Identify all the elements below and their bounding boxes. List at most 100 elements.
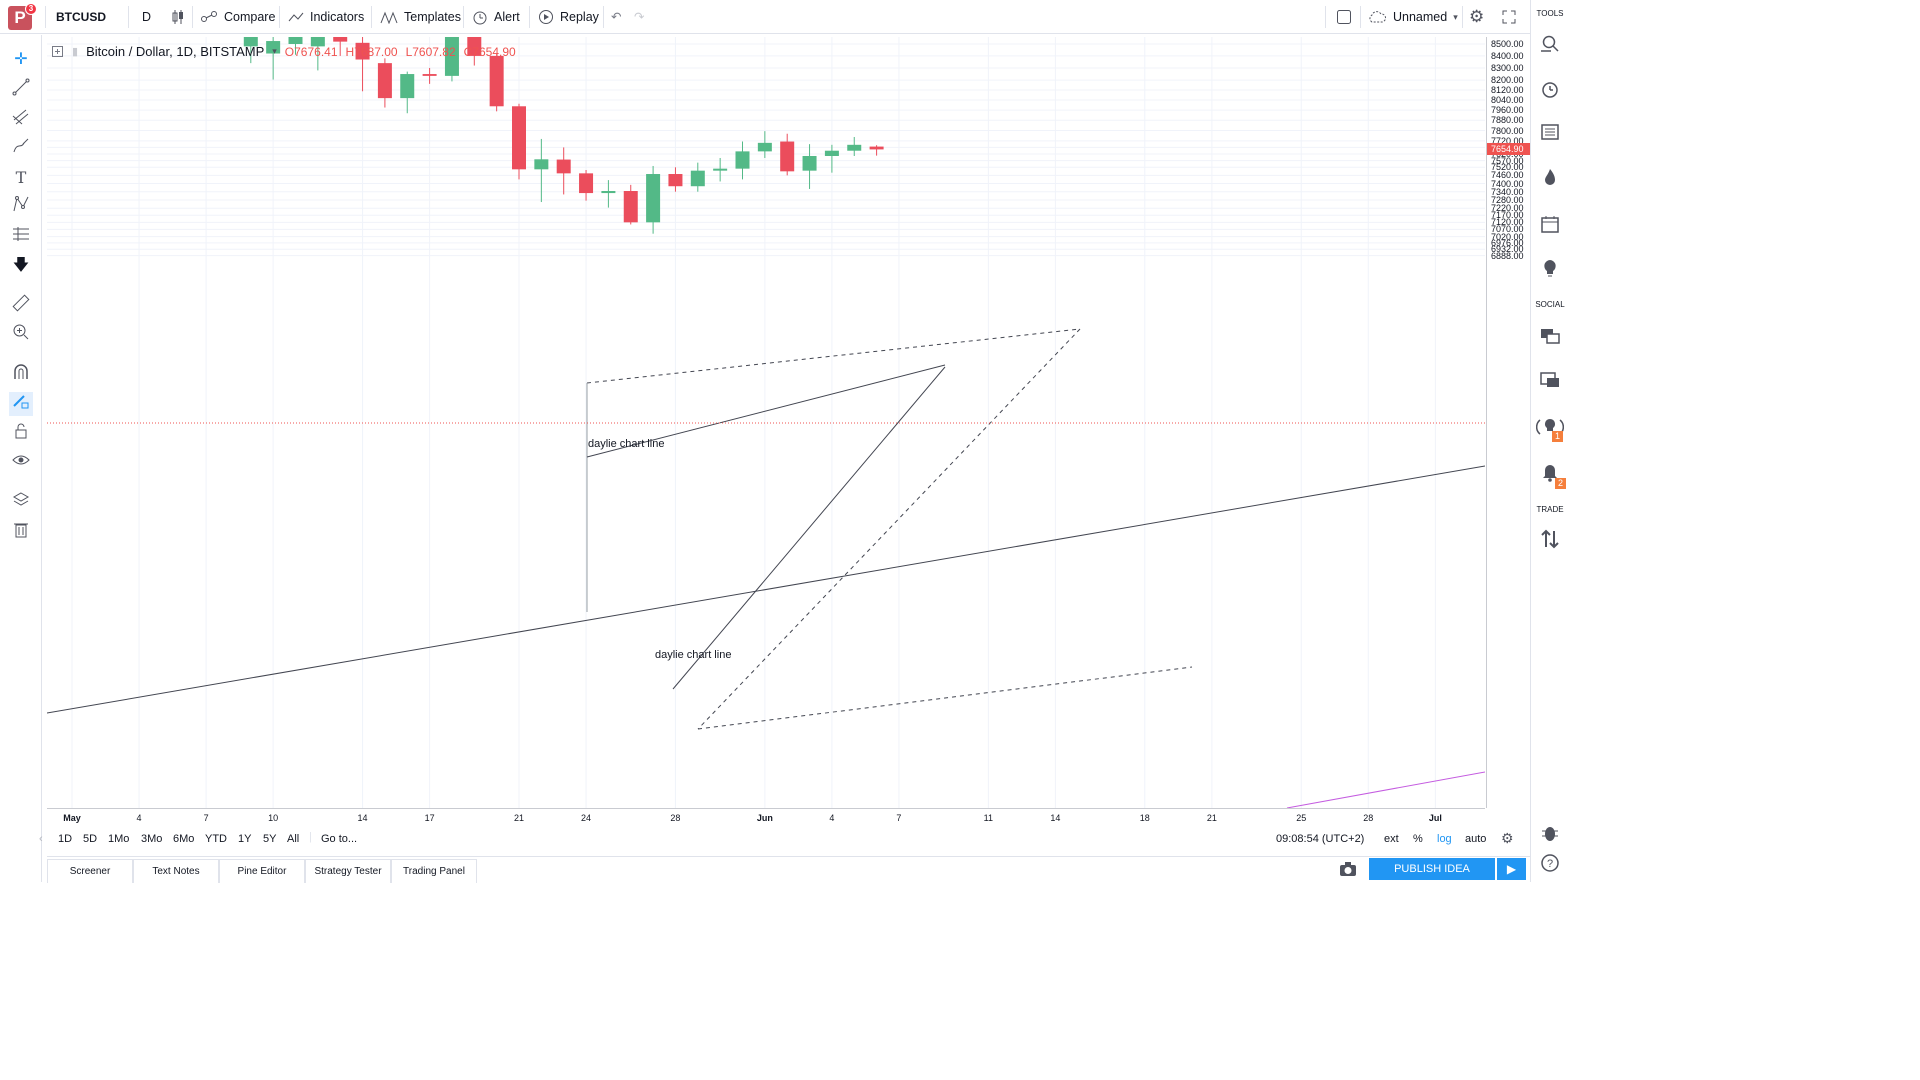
compare-icon (201, 11, 217, 22)
brush-tool[interactable] (9, 137, 33, 161)
magnet-tool[interactable] (9, 363, 33, 387)
purple-trend-line[interactable] (1286, 771, 1485, 808)
stay-in-drawing-mode-tool[interactable] (9, 392, 33, 416)
indicators-button[interactable]: Indicators (288, 0, 364, 34)
pitchfork-tool[interactable] (9, 108, 33, 132)
interval-button[interactable]: D (142, 10, 152, 24)
bug-report-button[interactable] (1538, 823, 1562, 847)
drawing-text-label[interactable]: daylie chart line (655, 649, 731, 661)
time-scale[interactable]: May 4 7 10 14 17 21 24 28 Jun 4 7 11 14 18 21 25 28 Jul (47, 808, 1485, 828)
series-title[interactable]: Bitcoin / Dollar, 1D, BITSTAMP (86, 44, 265, 59)
help-button[interactable]: ? (1538, 853, 1562, 877)
range-6mo[interactable]: 6Mo (173, 833, 195, 845)
toolbar-divider (192, 6, 193, 28)
channel-upper-dashed-line[interactable] (586, 328, 1081, 384)
lock-drawings-tool[interactable] (9, 422, 33, 446)
layout-name-button[interactable]: Unnamed ▾ (1367, 0, 1458, 34)
gear-icon[interactable]: ⚙ (1501, 830, 1514, 846)
candle (489, 53, 504, 112)
tab-pine-editor[interactable]: Pine Editor (219, 859, 305, 883)
buy-sell-icon (1541, 529, 1559, 549)
remove-drawings-tool[interactable] (9, 520, 33, 544)
range-3mo[interactable]: 3Mo (141, 833, 163, 845)
tab-screener[interactable]: Screener (47, 859, 133, 883)
price-tick-label: 7170.00 (1491, 210, 1524, 221)
range-5y[interactable]: 5Y (263, 833, 277, 845)
trend-line-tool[interactable] (9, 78, 33, 102)
auto-scale-toggle[interactable]: auto (1465, 833, 1487, 845)
broadcast-button[interactable]: 1 (1535, 416, 1565, 442)
text-tool[interactable]: T (9, 166, 33, 190)
candle (668, 167, 683, 192)
wedge-lower-line[interactable] (672, 366, 946, 690)
collapse-left-icon[interactable]: ‹ (39, 833, 43, 845)
symbol-search-button[interactable]: BTCUSD (56, 10, 106, 24)
drawings-layer[interactable] (47, 328, 1485, 808)
range-all[interactable]: All (287, 833, 300, 845)
price-tick-label: 7340.00 (1491, 186, 1524, 197)
percent-scale-toggle[interactable]: % (1413, 833, 1423, 845)
candle (288, 37, 303, 55)
wedge-upper-line[interactable] (586, 364, 946, 458)
tradingview-logo[interactable]: P 3 (8, 3, 37, 30)
candle-body (377, 63, 392, 99)
log-scale-toggle[interactable]: log (1437, 833, 1452, 845)
play-circle-icon: ▶ (1506, 862, 1517, 876)
alerts-button[interactable] (1538, 79, 1562, 103)
replay-button[interactable]: Replay (538, 0, 599, 34)
tab-text-notes[interactable]: Text Notes (133, 859, 219, 883)
go-to-date-button[interactable]: Go to... (321, 833, 358, 845)
chart-pane[interactable]: daylie chart line daylie chart line (47, 37, 1485, 808)
channel-diagonal-dashed-line[interactable] (697, 328, 1081, 730)
drawing-text-label[interactable]: daylie chart line (588, 438, 664, 450)
prediction-tool[interactable] (9, 225, 33, 249)
settings-button[interactable]: ⚙ (1469, 0, 1484, 34)
calendar-button[interactable] (1538, 214, 1562, 238)
ideas-stream-button[interactable] (1538, 258, 1562, 282)
range-5d[interactable]: 5D (83, 833, 98, 845)
price-scale[interactable]: 8500.00 8400.00 8300.00 8200.00 8120.00 8040.… (1486, 37, 1531, 808)
channel-lower-dashed-line[interactable] (697, 666, 1193, 730)
alert-button[interactable]: Alert (472, 0, 520, 34)
hide-drawings-tool[interactable] (9, 451, 33, 475)
data-window-button[interactable] (1538, 122, 1562, 146)
publish-idea-button[interactable]: PUBLISH IDEA (1369, 858, 1495, 880)
publish-video-button[interactable]: ▶ (1497, 858, 1526, 880)
alarm-clock-icon (473, 11, 487, 25)
chart-style-button[interactable] (171, 0, 185, 34)
range-ytd[interactable]: YTD (205, 833, 227, 845)
streams-button[interactable] (1538, 370, 1562, 394)
hide-tools-button[interactable]: 🡇 (9, 254, 33, 278)
range-1mo[interactable]: 1Mo (108, 833, 130, 845)
zoom-tool[interactable] (9, 323, 33, 347)
price-tick-label: 6932.00 (1491, 244, 1524, 255)
fullscreen-button[interactable] (1502, 0, 1516, 34)
object-tree-tool[interactable] (9, 491, 33, 515)
compare-button[interactable]: Compare (200, 0, 275, 34)
hotlists-button[interactable] (1538, 167, 1562, 191)
trading-panel-button[interactable] (1538, 529, 1562, 553)
long-trend-line[interactable] (47, 465, 1485, 714)
undo-button[interactable]: ↶ (611, 0, 621, 34)
watchlist-button[interactable] (1538, 34, 1562, 58)
clock-timezone[interactable]: 09:08:54 (UTC+2) (1276, 833, 1365, 845)
collapse-legend-icon[interactable] (52, 45, 64, 58)
tab-strategy-tester[interactable]: Strategy Tester (305, 859, 391, 883)
chats-button[interactable] (1538, 326, 1562, 350)
chevron-down-icon[interactable]: ▾ (272, 46, 277, 56)
extended-hours-toggle[interactable]: ext (1384, 833, 1399, 845)
tab-trading-panel[interactable]: Trading Panel (391, 859, 477, 883)
notifications-button[interactable]: 2 (1538, 463, 1566, 489)
fullscreen-layout-button[interactable] (1336, 0, 1352, 34)
flag-icon[interactable]: ▮ (72, 46, 79, 58)
crosshair-tool[interactable]: ✛ (9, 48, 33, 72)
range-1y[interactable]: 1Y (238, 833, 252, 845)
range-1d[interactable]: 1D (58, 833, 73, 845)
time-tick-label: 14 (357, 813, 368, 823)
price-tick-label: 7880.00 (1491, 115, 1524, 126)
snapshot-button[interactable] (1339, 861, 1357, 882)
measure-tool[interactable] (9, 294, 33, 318)
templates-button[interactable]: Templates (380, 0, 461, 34)
pattern-tool[interactable] (9, 195, 33, 219)
redo-button[interactable]: ↷ (634, 0, 644, 34)
